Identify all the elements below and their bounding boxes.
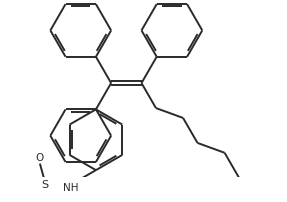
Text: NH: NH — [63, 183, 78, 193]
Text: S: S — [41, 180, 48, 190]
Text: O: O — [36, 153, 44, 163]
